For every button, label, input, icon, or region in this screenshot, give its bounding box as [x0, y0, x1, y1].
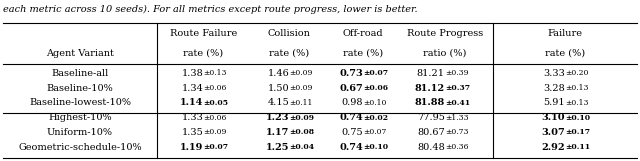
Text: 80.48: 80.48	[417, 143, 445, 152]
Text: Uniform-10%: Uniform-10%	[47, 128, 113, 137]
Text: Baseline-lowest-10%: Baseline-lowest-10%	[29, 98, 131, 107]
Text: ±0.07: ±0.07	[363, 69, 388, 77]
Text: ±0.20: ±0.20	[565, 69, 589, 77]
Text: rate (%): rate (%)	[343, 49, 383, 58]
Text: ±0.10: ±0.10	[565, 114, 590, 122]
Text: ±0.04: ±0.04	[289, 143, 314, 151]
Text: 81.12: 81.12	[415, 84, 445, 93]
Text: ±0.13: ±0.13	[565, 99, 589, 107]
Text: 81.88: 81.88	[415, 98, 445, 107]
Text: ±0.09: ±0.09	[289, 84, 313, 92]
Text: rate (%): rate (%)	[545, 49, 585, 58]
Text: 1.33: 1.33	[182, 113, 204, 122]
Text: 80.67: 80.67	[417, 128, 445, 137]
Text: 1.50: 1.50	[268, 84, 289, 93]
Text: Agent Variant: Agent Variant	[46, 49, 114, 58]
Text: 0.98: 0.98	[341, 98, 363, 107]
Text: 0.75: 0.75	[341, 128, 363, 137]
Text: Collision: Collision	[268, 29, 310, 38]
Text: 81.21: 81.21	[417, 69, 445, 78]
Text: ±0.02: ±0.02	[363, 114, 388, 122]
Text: ±0.11: ±0.11	[565, 143, 590, 151]
Text: ±0.05: ±0.05	[204, 99, 228, 107]
Text: 3.28: 3.28	[543, 84, 565, 93]
Text: ±0.41: ±0.41	[445, 99, 470, 107]
Text: 2.92: 2.92	[541, 143, 565, 152]
Text: Highest-10%: Highest-10%	[48, 113, 112, 122]
Text: 1.25: 1.25	[266, 143, 289, 152]
Text: ±0.37: ±0.37	[445, 84, 470, 92]
Text: Geometric-schedule-10%: Geometric-schedule-10%	[18, 143, 142, 152]
Text: 1.23: 1.23	[266, 113, 289, 122]
Text: Failure: Failure	[548, 29, 582, 38]
Text: Route Progress: Route Progress	[406, 29, 483, 38]
Text: ±0.09: ±0.09	[204, 128, 227, 136]
Text: ±0.11: ±0.11	[289, 99, 313, 107]
Text: ±0.09: ±0.09	[289, 69, 313, 77]
Text: ±0.06: ±0.06	[204, 84, 227, 92]
Text: Baseline-10%: Baseline-10%	[47, 84, 113, 93]
Text: ±0.08: ±0.08	[289, 128, 314, 136]
Text: ±0.13: ±0.13	[565, 84, 589, 92]
Text: ratio (%): ratio (%)	[423, 49, 467, 58]
Text: 1.19: 1.19	[180, 143, 204, 152]
Text: ±0.06: ±0.06	[204, 114, 227, 122]
Text: Off-road: Off-road	[342, 29, 383, 38]
Text: ±0.07: ±0.07	[363, 128, 387, 136]
Text: 0.74: 0.74	[339, 143, 363, 152]
Text: 1.34: 1.34	[182, 84, 204, 93]
Text: rate (%): rate (%)	[269, 49, 309, 58]
Text: Baseline-all: Baseline-all	[51, 69, 109, 78]
Text: ±0.36: ±0.36	[445, 143, 468, 151]
Text: 5.91: 5.91	[543, 98, 565, 107]
Text: ±0.10: ±0.10	[363, 99, 387, 107]
Text: ±0.06: ±0.06	[363, 84, 388, 92]
Text: each metric across 10 seeds). For all metrics except route progress, lower is be: each metric across 10 seeds). For all me…	[3, 5, 418, 14]
Text: 0.67: 0.67	[339, 84, 363, 93]
Text: Route Failure: Route Failure	[170, 29, 237, 38]
Text: 1.14: 1.14	[180, 98, 204, 107]
Text: 77.95: 77.95	[417, 113, 445, 122]
Text: 4.15: 4.15	[268, 98, 289, 107]
Text: ±0.09: ±0.09	[289, 114, 314, 122]
Text: 3.10: 3.10	[541, 113, 565, 122]
Text: ±0.39: ±0.39	[445, 69, 468, 77]
Text: ±0.73: ±0.73	[445, 128, 468, 136]
Text: 3.07: 3.07	[541, 128, 565, 137]
Text: 0.73: 0.73	[339, 69, 363, 78]
Text: ±0.13: ±0.13	[204, 69, 227, 77]
Text: 1.17: 1.17	[266, 128, 289, 137]
Text: ±0.17: ±0.17	[565, 128, 590, 136]
Text: ±0.07: ±0.07	[204, 143, 228, 151]
Text: ±0.10: ±0.10	[363, 143, 388, 151]
Text: ±1.33: ±1.33	[445, 114, 468, 122]
Text: 0.74: 0.74	[339, 113, 363, 122]
Text: rate (%): rate (%)	[184, 49, 223, 58]
Text: 1.38: 1.38	[182, 69, 204, 78]
Text: 1.46: 1.46	[268, 69, 289, 78]
Text: 1.35: 1.35	[182, 128, 204, 137]
Text: 3.33: 3.33	[543, 69, 565, 78]
